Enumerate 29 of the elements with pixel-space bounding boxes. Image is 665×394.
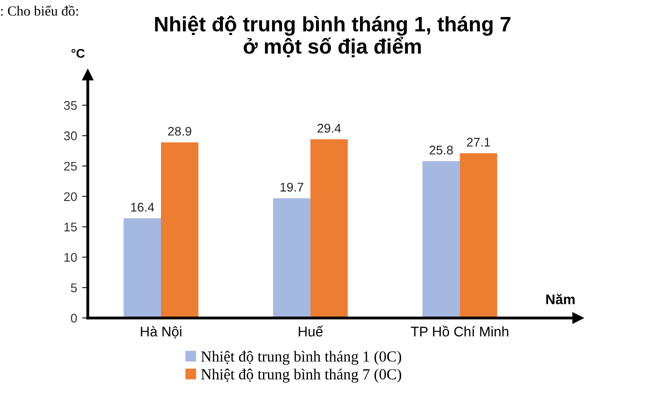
bar <box>160 142 198 318</box>
x-tick-label: Huế <box>298 326 323 336</box>
x-tick-label: TP Hồ Chí Minh <box>410 326 508 336</box>
y-tick-label: 0 <box>70 314 77 323</box>
y-tick-label: 35 <box>64 101 77 110</box>
data-label: 16.4 <box>131 202 154 212</box>
x-axis-title: Năm <box>546 294 575 304</box>
x-tick-label: Hà Nội <box>140 326 182 338</box>
bar <box>422 161 460 318</box>
data-label: 25.8 <box>430 146 453 155</box>
data-label: 19.7 <box>280 182 304 192</box>
bar <box>124 218 161 318</box>
data-label: 29.4 <box>318 124 341 133</box>
bar <box>273 198 310 318</box>
text: : Cho biểu đồ: <box>1 5 78 16</box>
legend-label: Nhiệt độ trung bình tháng 1 (0C) <box>201 350 402 365</box>
y-tick-label: 5 <box>70 284 77 292</box>
y-tick-label: 15 <box>64 222 77 232</box>
bar <box>460 153 498 318</box>
y-tick-label: 10 <box>64 252 77 262</box>
y-tick-label: 25 <box>64 162 77 171</box>
y-tick-label: 30 <box>64 131 77 140</box>
y-axis-title: °C <box>72 48 85 58</box>
chart-title: Nhiệt độ trung bình tháng 1, tháng 7 ở một số địa điểm <box>155 16 510 58</box>
y-tick-label: 20 <box>64 192 77 202</box>
bar <box>310 139 348 318</box>
data-label: 27.1 <box>466 138 490 146</box>
data-label: 28.9 <box>168 126 192 136</box>
legend-label: Nhiệt độ trung bình tháng 7 (0C) <box>201 368 402 383</box>
